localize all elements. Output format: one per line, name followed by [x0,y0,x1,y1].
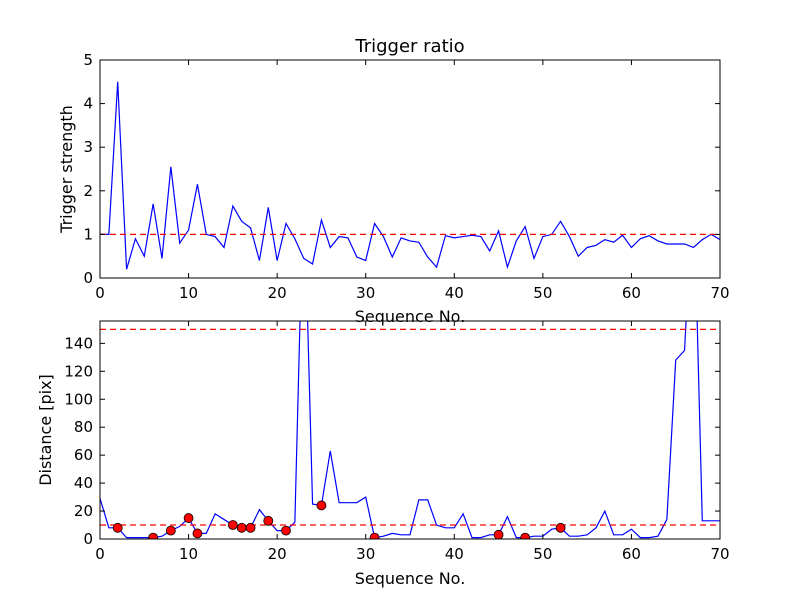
data-point [245,522,256,533]
x-tick-label: 70 [710,284,729,302]
x-tick-label: 30 [356,284,375,302]
data-point [555,522,566,533]
x-tick-label: 10 [179,545,198,563]
data-point [112,522,123,533]
plot-area [100,81,720,270]
y-tick-label: 0 [83,269,93,287]
series-line [100,81,720,270]
x-axis-label: Sequence No. [355,307,466,326]
x-tick-label: 60 [622,545,641,563]
x-tick-label: 0 [95,284,105,302]
plot-frame [99,59,721,279]
data-point [165,525,176,536]
y-tick-label: 140 [64,334,93,352]
x-tick-label: 40 [445,284,464,302]
x-tick-label: 50 [533,545,552,563]
x-tick-label: 0 [95,545,105,563]
data-point [227,520,238,530]
x-tick-label: 60 [622,284,641,302]
data-point [192,528,203,539]
x-tick-label: 50 [533,284,552,302]
y-tick-label: 1 [83,225,93,243]
y-tick-label: 80 [74,418,93,436]
x-tick-label: 70 [710,545,729,563]
x-tick-label: 20 [268,284,287,302]
data-point [183,513,194,523]
distance-subplot: Sequence No. Distance [pix] 0 10 20 30 40 50 6… [36,320,730,588]
y-axis-label: Trigger strength [57,105,76,234]
y-tick-label: 0 [83,530,93,548]
x-tick-label: 40 [445,545,464,563]
x-tick-label: 20 [268,545,287,563]
y-tick-label: 20 [74,502,93,520]
data-point [236,522,247,533]
y-tick-label: 120 [64,362,93,380]
x-tick-label: 30 [356,545,375,563]
data-point [316,500,327,511]
x-tick-label: 10 [179,284,198,302]
trigger-ratio-subplot: Trigger ratio Sequence No. Trigger stren… [57,36,730,326]
y-tick-label: 2 [83,182,93,200]
x-axis-label: Sequence No. [355,569,466,588]
y-tick-label: 40 [74,474,93,492]
chart-title: Trigger ratio [354,36,464,57]
data-point [263,515,274,526]
series-line [100,321,720,539]
y-tick-label: 4 [83,95,93,113]
y-tick-label: 5 [83,51,93,69]
data-point [493,529,504,539]
data-point [369,532,380,539]
data-point [281,525,291,536]
plot-frame [99,320,721,540]
plot-area [100,321,720,539]
data-point [520,532,531,539]
y-tick-label: 60 [74,446,93,464]
data-point [148,532,159,539]
y-tick-label: 3 [83,138,93,156]
y-axis-label: Distance [pix] [36,374,55,486]
y-tick-label: 100 [64,390,93,408]
